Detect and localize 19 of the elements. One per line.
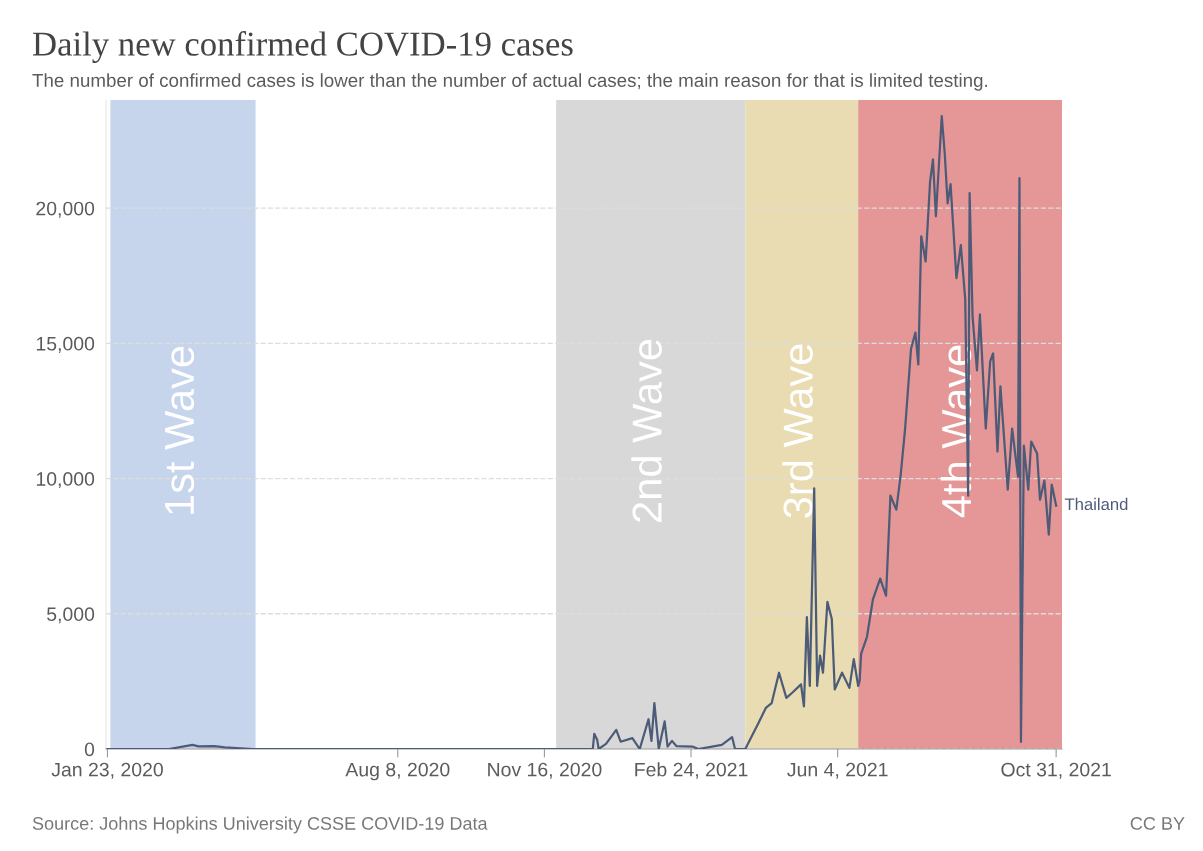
x-tick-label: Oct 31, 2021 (1001, 762, 1111, 779)
x-tick-label: Jan 23, 2020 (51, 762, 163, 779)
chart-subtitle: The number of confirmed cases is lower than the number of actual cases; the main reason for that is limited testing. (32, 73, 988, 91)
y-tick-label: 5,000 (47, 607, 95, 624)
chart-title: Daily new confirmed COVID-19 cases (33, 31, 573, 63)
band-label: 3rd Wave (782, 344, 813, 518)
y-tick-label: 10,000 (36, 472, 95, 489)
x-tick-label: Aug 8, 2020 (345, 762, 450, 781)
x-tick-label: Nov 16, 2020 (488, 762, 602, 779)
line-series (106, 115, 1058, 749)
band-label: 1st Wave (165, 346, 195, 514)
source-note: Source: Johns Hopkins University CSSE COVID-19 Data (32, 816, 488, 834)
y-tick-label: 20,000 (36, 201, 95, 218)
y-tick-label: 0 (84, 742, 95, 757)
x-tick-label: Feb 24, 2021 (635, 762, 748, 779)
x-tick-label: Jun 4, 2021 (787, 762, 888, 779)
series-label: Thailand (1064, 497, 1128, 511)
y-tick-label: 15,000 (36, 336, 95, 353)
text: CC BY (1130, 817, 1185, 830)
